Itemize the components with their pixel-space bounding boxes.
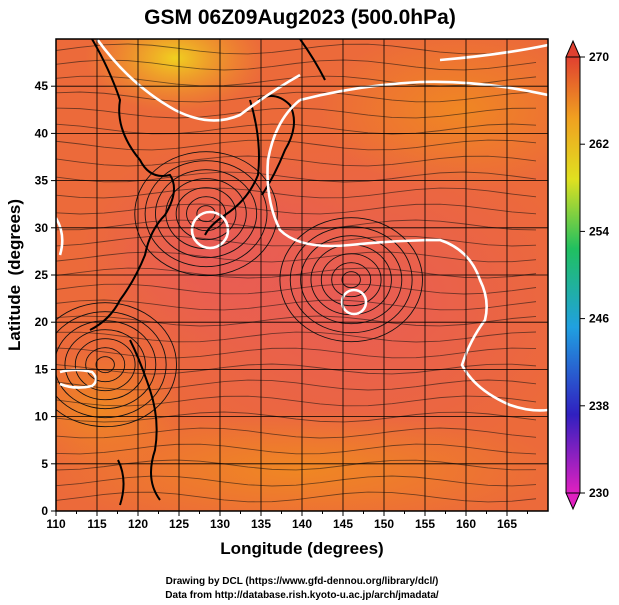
x-tick-label: 165 (497, 517, 517, 531)
streamline-swirl (279, 217, 423, 343)
streamline-swirl (56, 311, 167, 419)
streamline-swirl (64, 329, 146, 401)
streamline-swirl (300, 235, 403, 325)
streamline (56, 411, 537, 423)
streamline-swirl (56, 302, 177, 428)
streamline (56, 203, 537, 215)
streamline (56, 315, 537, 327)
streamline (56, 251, 537, 263)
streamline (56, 491, 537, 503)
colorbar-tick-label: 246 (589, 312, 609, 326)
streamline (56, 139, 537, 151)
streamline (56, 187, 537, 199)
streamline (56, 283, 537, 295)
streamline (56, 43, 537, 55)
y-tick-label: 15 (35, 362, 49, 376)
y-tick-label: 40 (35, 126, 49, 140)
streamline-swirl (95, 356, 115, 374)
streamline-swirl (289, 226, 413, 334)
streamline (56, 59, 537, 71)
streamline (56, 171, 537, 183)
coastlines (89, 39, 326, 506)
streamline (56, 235, 537, 247)
credit-data: Data from http://database.rish.kyoto-u.a… (165, 590, 439, 601)
streamline (56, 363, 537, 375)
y-tick-label: 45 (35, 79, 49, 93)
x-tick-label: 120 (128, 517, 148, 531)
streamline (56, 379, 537, 391)
streamline (56, 107, 537, 119)
x-tick-label: 155 (415, 517, 435, 531)
colorbar-max-triangle (565, 39, 581, 58)
streamline (56, 395, 537, 407)
colorbar: 230 238 246 254 262 270 (565, 39, 609, 511)
streamline (56, 299, 537, 311)
streamline (56, 123, 537, 135)
y-tick-label: 35 (35, 174, 49, 188)
streamline (56, 427, 537, 439)
x-tick-label: 115 (87, 517, 107, 531)
streamline (56, 459, 537, 471)
colorbar-tick-label: 262 (589, 137, 609, 151)
colorbar-min-triangle (565, 492, 581, 511)
colorbar-tick-label: 230 (589, 486, 609, 500)
y-axis-label: Latitude (degrees) (5, 199, 24, 351)
colorbar-tick-label: 254 (589, 224, 609, 238)
y-tick-label: 30 (35, 221, 49, 235)
y-tick-label: 20 (35, 315, 49, 329)
y-axis: 0 5 10 15 20 25 30 35 40 45 (35, 79, 56, 518)
streamline-swirl (341, 271, 361, 289)
streamline (56, 443, 537, 455)
streamline-swirl (134, 151, 278, 277)
x-tick-label: 160 (456, 517, 476, 531)
x-tick-label: 110 (46, 517, 66, 531)
streamline (56, 331, 537, 343)
streamline-swirl (331, 262, 372, 298)
streamline (56, 475, 537, 487)
streamline-swirl (85, 347, 126, 383)
y-tick-label: 5 (41, 457, 48, 471)
x-axis-label: Longitude (degrees) (220, 539, 383, 558)
x-tick-label: 135 (251, 517, 271, 531)
y-tick-label: 0 (41, 504, 48, 518)
colorbar-tick-label: 238 (589, 399, 609, 413)
x-tick-label: 140 (292, 517, 312, 531)
streamline-swirl (155, 169, 258, 259)
y-tick-label: 10 (35, 410, 49, 424)
x-tick-label: 150 (374, 517, 394, 531)
y-tick-label: 25 (35, 268, 49, 282)
x-tick-label: 130 (210, 517, 230, 531)
x-tick-label: 145 (333, 517, 353, 531)
streamline-swirl (144, 160, 268, 268)
streamline (56, 155, 537, 167)
grid (56, 39, 548, 511)
temperature-field (56, 39, 548, 511)
streamline (56, 219, 537, 231)
colorbar-tick-label: 270 (589, 50, 609, 64)
x-axis: 110 115 120 125 130 135 140 145 150 155 160 165 (46, 511, 528, 531)
x-tick-label: 125 (169, 517, 189, 531)
streamline-swirl (74, 338, 136, 392)
streamline (56, 267, 537, 279)
chart-title: GSM 06Z09Aug2023 (500.0hPa) (144, 6, 456, 29)
streamline (56, 75, 537, 87)
streamlines (56, 43, 537, 503)
streamline (56, 347, 537, 359)
credit-drawing: Drawing by DCL (https://www.gfd-dennou.o… (166, 576, 439, 587)
streamline (56, 91, 537, 103)
streamline-swirl (175, 187, 237, 241)
colorbar-gradient (565, 56, 581, 494)
